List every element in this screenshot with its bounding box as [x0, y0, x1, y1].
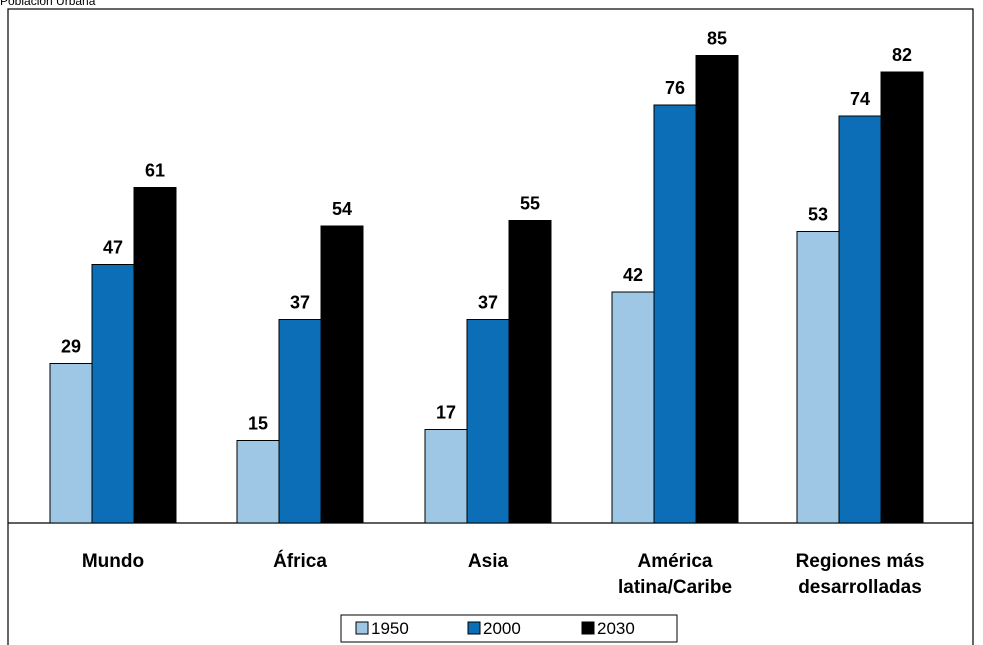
category-labels-group: Mundo África Asia América latina/Caribe Regio…: [82, 550, 925, 598]
value-label-2000-3: 76: [665, 78, 685, 98]
bar-2000-3: [653, 104, 697, 524]
value-label-2000-4: 74: [850, 89, 870, 109]
category-label-1: África: [273, 550, 327, 572]
bar-2030-1: [320, 225, 364, 524]
value-label-2030-3: 85: [707, 29, 727, 49]
bars-group: [49, 55, 924, 524]
value-label-2030-0: 61: [145, 161, 165, 181]
bar-2000-1: [278, 319, 322, 524]
bar-2030-3: [695, 55, 739, 524]
bar-2030-2: [508, 220, 552, 524]
bar-2030-0: [133, 187, 177, 524]
bar-1950-1: [236, 440, 280, 524]
legend-label-2000: 2000: [483, 619, 521, 638]
bar-1950-0: [49, 363, 93, 524]
bar-1950-2: [424, 429, 468, 524]
value-label-2030-1: 54: [332, 199, 352, 219]
category-label-0: Mundo: [82, 551, 144, 572]
bar-2000-4: [838, 115, 882, 524]
category-label-3: América latina/Caribe: [618, 551, 732, 598]
legend-label-2030: 2030: [597, 619, 635, 638]
legend-swatch-2030: [581, 621, 595, 635]
bar-1950-3: [611, 291, 655, 524]
value-label-2030-4: 82: [892, 45, 912, 65]
chart-title: Población Urbana: [0, 0, 96, 8]
bar-2000-0: [91, 264, 135, 524]
value-label-2000-2: 37: [478, 293, 498, 313]
bar-2030-4: [880, 71, 924, 524]
value-label-1950-3: 42: [623, 265, 643, 285]
bar-2000-2: [466, 319, 510, 524]
value-label-1950-0: 29: [61, 337, 81, 357]
plot-frame: [7, 8, 974, 645]
legend-swatch-1950: [355, 621, 369, 635]
legend-swatch-2000: [467, 621, 481, 635]
value-label-2030-2: 55: [520, 194, 540, 214]
value-label-2000-1: 37: [290, 293, 310, 313]
value-label-2000-0: 47: [103, 238, 123, 258]
value-labels-group: 29 47 61 15 37 54 17 37 55 42 76 85 53 74 82: [61, 29, 912, 434]
category-label-4: Regiones más desarrolladas: [796, 551, 925, 598]
legend-box: [340, 614, 678, 643]
value-label-1950-2: 17: [436, 403, 456, 423]
value-label-1950-1: 15: [248, 414, 268, 434]
value-label-1950-4: 53: [808, 205, 828, 225]
legend: 1950 2000 2030: [340, 614, 678, 643]
bar-1950-4: [796, 231, 840, 524]
legend-label-1950: 1950: [371, 619, 409, 638]
category-label-2: Asia: [468, 551, 509, 572]
